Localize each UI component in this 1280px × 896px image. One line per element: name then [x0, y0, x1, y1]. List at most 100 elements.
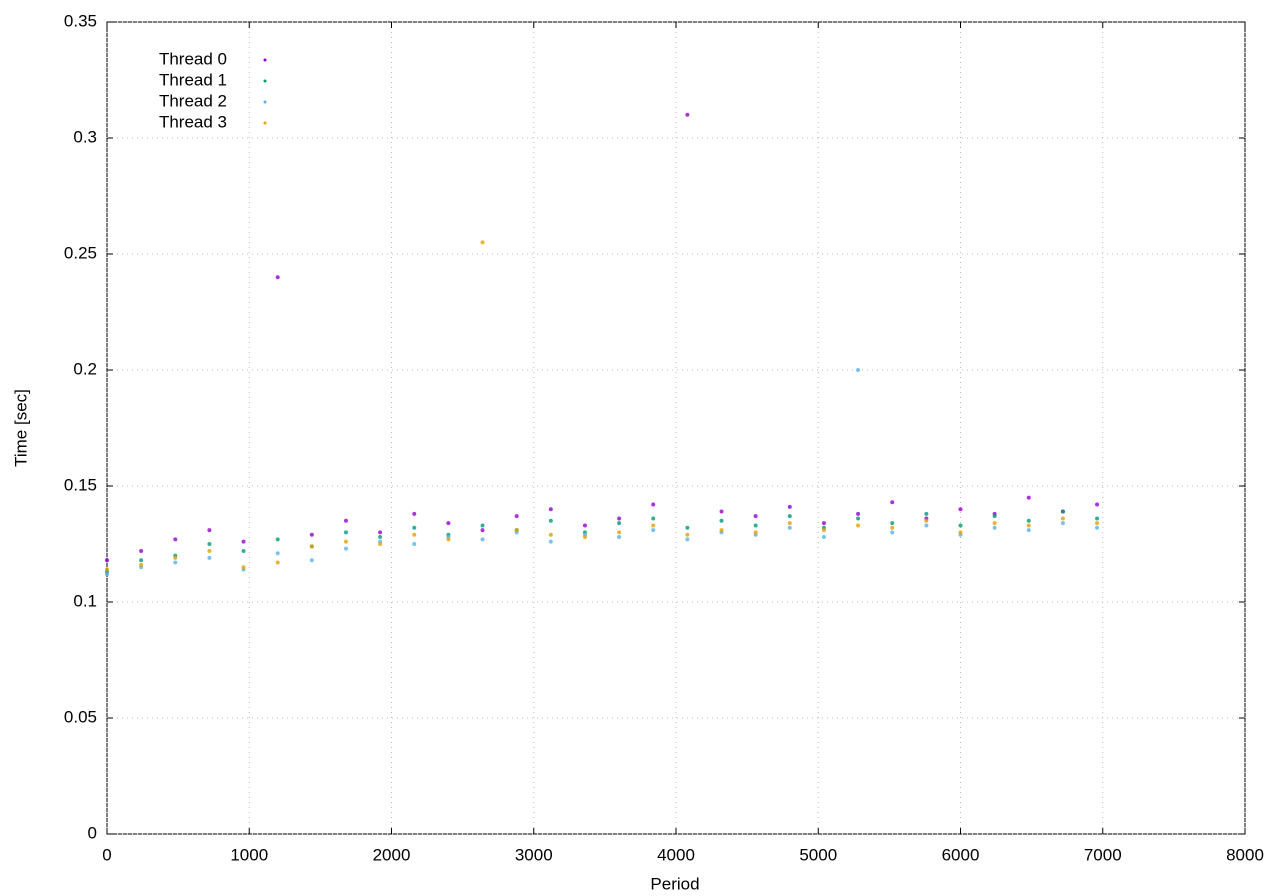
point	[958, 523, 963, 528]
y-tick-label: 0.25	[64, 243, 97, 262]
point	[241, 539, 246, 544]
x-tick-label: 3000	[515, 845, 553, 864]
point	[753, 530, 758, 535]
x-tick-label: 1000	[230, 845, 268, 864]
point	[105, 572, 109, 577]
point	[480, 240, 485, 245]
point	[548, 518, 553, 523]
point	[685, 537, 690, 542]
point	[343, 539, 348, 544]
point	[685, 532, 690, 537]
point	[821, 535, 826, 540]
point	[275, 275, 280, 280]
x-tick-label: 8000	[1226, 845, 1264, 864]
point	[343, 518, 348, 523]
y-tick-label: 0.15	[64, 475, 97, 494]
point	[241, 548, 246, 553]
legend-marker	[263, 121, 267, 125]
legend-label: Thread 2	[159, 91, 227, 110]
legend-label: Thread 0	[159, 49, 227, 68]
point	[856, 368, 861, 372]
point	[173, 537, 178, 542]
point	[651, 516, 656, 521]
point	[856, 516, 861, 521]
point	[1026, 523, 1031, 528]
point	[1095, 521, 1100, 526]
point	[856, 511, 861, 516]
point	[173, 560, 178, 565]
point	[992, 521, 997, 526]
point	[821, 528, 826, 533]
point	[480, 528, 485, 533]
point	[958, 530, 963, 535]
point	[719, 509, 724, 514]
point	[378, 530, 383, 535]
point	[651, 528, 656, 533]
point	[207, 555, 212, 560]
point	[1095, 525, 1100, 530]
point	[1060, 516, 1065, 521]
point	[753, 514, 758, 519]
y-tick-label: 0.1	[73, 591, 97, 610]
point	[412, 542, 417, 546]
point	[139, 558, 144, 563]
point	[787, 525, 792, 530]
point	[548, 539, 553, 544]
point	[139, 562, 144, 567]
x-tick-label: 7000	[1084, 845, 1122, 864]
point	[617, 516, 622, 521]
point	[1026, 518, 1031, 523]
point	[924, 518, 929, 523]
point	[1095, 516, 1100, 521]
point	[856, 523, 861, 528]
point	[480, 523, 485, 528]
y-tick-label: 0.35	[64, 11, 97, 30]
point	[480, 537, 485, 542]
legend-marker	[263, 79, 267, 83]
point	[275, 551, 280, 556]
point	[617, 521, 622, 526]
point	[275, 537, 280, 542]
point	[1095, 502, 1100, 507]
point	[343, 546, 348, 551]
point	[343, 530, 348, 535]
point	[207, 528, 212, 533]
x-tick-label: 4000	[657, 845, 695, 864]
point	[105, 567, 109, 572]
point	[787, 504, 792, 509]
point	[309, 558, 314, 563]
point	[412, 525, 417, 530]
point	[1060, 521, 1065, 526]
point	[139, 548, 144, 553]
point	[617, 530, 622, 535]
point	[173, 555, 178, 560]
legend-marker	[263, 58, 267, 62]
y-tick-label: 0.2	[73, 359, 97, 378]
y-axis-label: Time [sec]	[11, 389, 30, 467]
point	[821, 521, 826, 526]
x-tick-label: 0	[102, 845, 111, 864]
legend-label: Thread 1	[159, 70, 227, 89]
point	[275, 560, 280, 565]
point	[719, 518, 724, 523]
point	[446, 521, 451, 526]
y-tick-label: 0	[88, 823, 97, 842]
point	[514, 514, 519, 519]
point	[924, 511, 929, 516]
point	[105, 558, 109, 563]
point	[719, 528, 724, 533]
y-tick-label: 0.05	[64, 707, 97, 726]
point	[1026, 528, 1031, 533]
legend-label: Thread 3	[159, 112, 227, 131]
point	[651, 523, 656, 528]
legend-marker	[263, 100, 267, 104]
point	[890, 521, 895, 526]
point	[582, 523, 587, 528]
point	[992, 514, 997, 519]
point	[207, 548, 212, 553]
point	[890, 530, 895, 535]
x-axis-label: Period	[650, 874, 699, 893]
point	[958, 507, 963, 512]
point	[548, 507, 553, 512]
